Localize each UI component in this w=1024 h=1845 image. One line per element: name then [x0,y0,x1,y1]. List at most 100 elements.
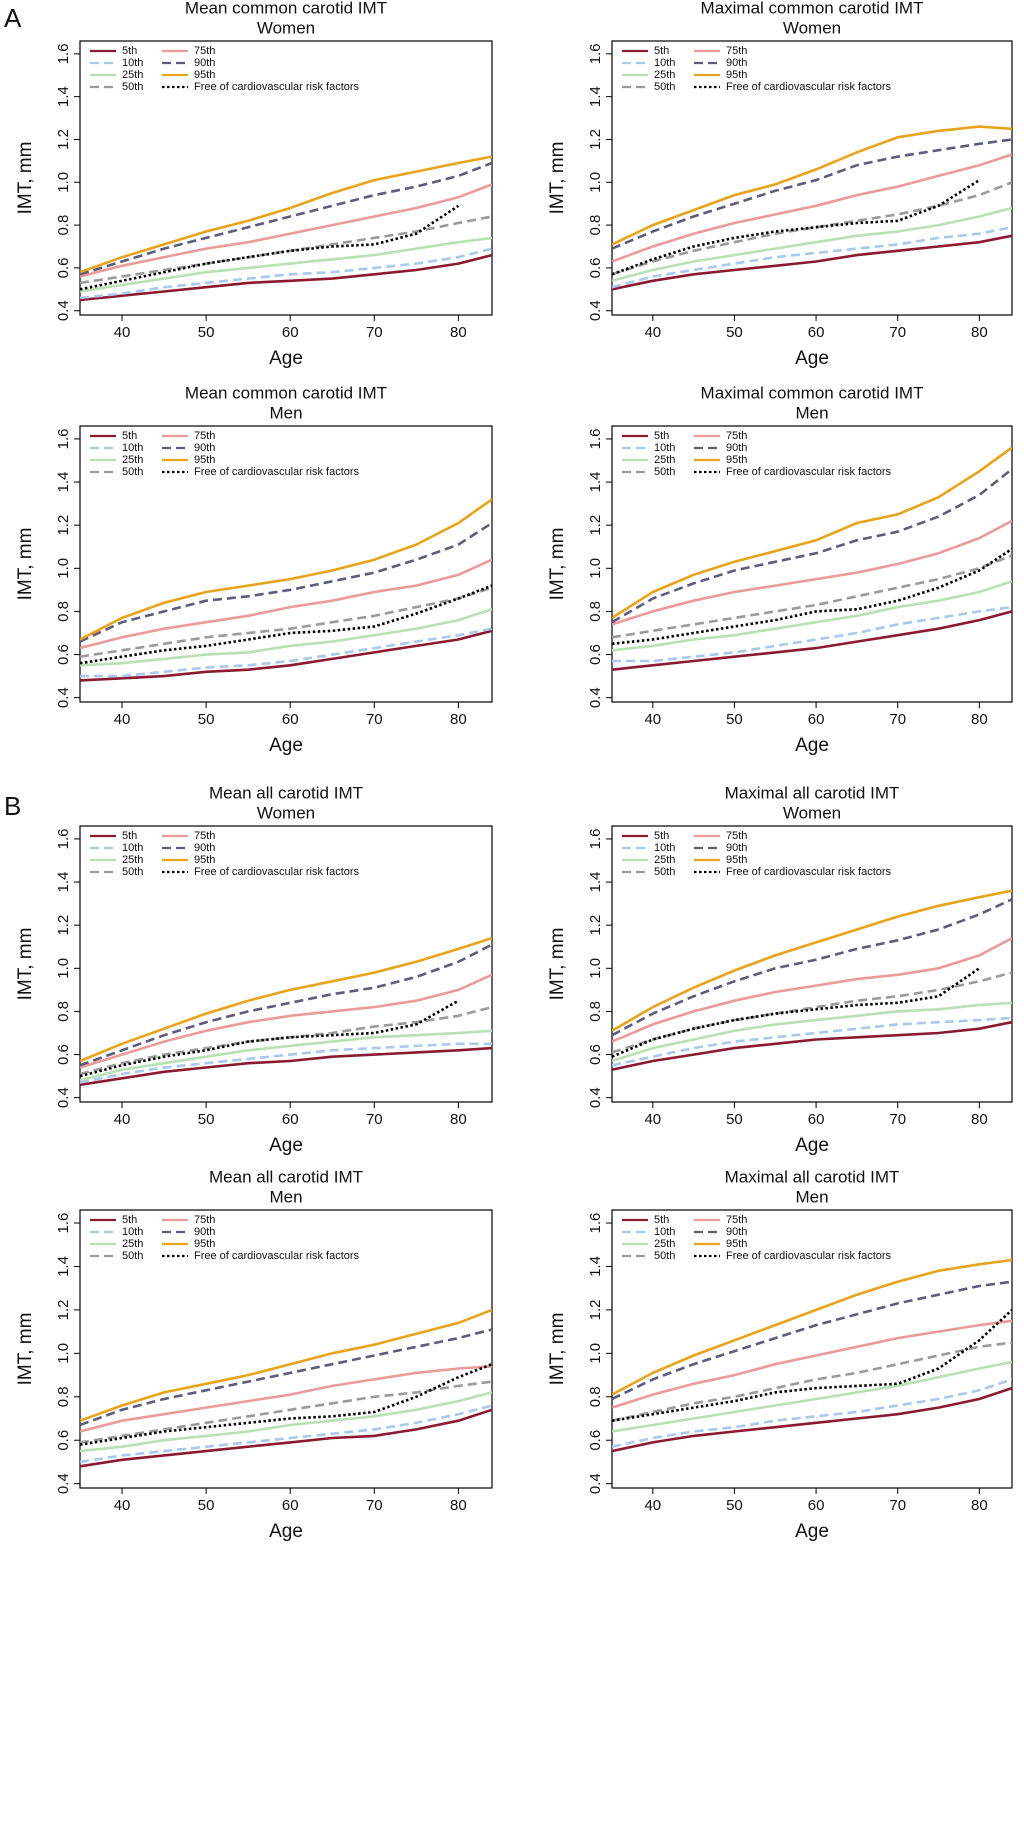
y-tick-label: 1.4 [55,472,72,493]
series-line [612,225,1012,289]
legend-label: 95th [726,854,747,866]
series-line [80,584,492,665]
legend-label: 5th [122,45,137,57]
legend-label: 90th [726,442,747,454]
legend-label: Free of cardiovascular risk factors [726,1250,892,1262]
chart-title: Maximal all carotid IMT [725,783,900,802]
legend-label: Free of cardiovascular risk factors [726,466,892,478]
series-line [612,1280,1012,1401]
legend-label: 25th [122,854,143,866]
y-axis-label: IMT, mm [547,928,568,1001]
x-tick-label: 50 [198,711,215,728]
x-tick-label: 40 [644,1497,661,1514]
x-axis-label: Age [269,735,303,756]
legend-label: 75th [194,830,215,842]
y-tick-label: 0.6 [55,644,72,665]
legend-label: 50th [122,466,143,478]
x-tick-label: 70 [889,1111,906,1128]
x-tick-label: 60 [808,1111,825,1128]
legend-label: 95th [726,1238,747,1250]
y-axis-label: IMT, mm [547,528,568,601]
x-tick-label: 60 [808,324,825,341]
legend-label: 10th [654,57,675,69]
legend-label: 5th [654,430,669,442]
series-line [612,605,1012,663]
series-line [612,967,981,1058]
legend-label: 90th [726,57,747,69]
series-line [612,610,1012,671]
plot-frame [79,425,493,703]
series-line [80,161,492,276]
series-line [80,629,492,682]
series-line [612,1308,1012,1422]
legend-label: 25th [654,454,675,466]
y-tick-label: 0.4 [587,1473,604,1494]
legend-label: 75th [194,45,215,57]
x-axis-label: Age [795,1521,829,1542]
legend-label: 75th [726,1214,747,1226]
legend-label: 5th [654,830,669,842]
x-tick-label: 40 [644,1111,661,1128]
series-line [80,608,492,667]
y-tick-label: 1.0 [55,172,72,193]
legend-label: 90th [726,1226,747,1238]
legend-label: 25th [122,1238,143,1250]
series-line [80,1046,492,1087]
plot-frame [611,40,1013,316]
x-tick-label: 40 [114,1497,131,1514]
y-tick-label: 0.6 [587,644,604,665]
legend-label: 10th [122,57,143,69]
series-line [80,215,492,285]
y-tick-label: 1.2 [55,129,72,150]
x-tick-label: 70 [889,711,906,728]
y-tick-label: 0.8 [55,215,72,236]
legend-label: 5th [122,1214,137,1226]
x-tick-label: 60 [282,1111,299,1128]
x-tick-label: 70 [366,1111,383,1128]
legend-label: 5th [654,45,669,57]
y-axis-label: IMT, mm [15,928,36,1001]
y-tick-label: 1.2 [587,129,604,150]
legend-label: 90th [194,1226,215,1238]
legend-label: Free of cardiovascular risk factors [194,466,360,478]
series-line [80,1308,492,1422]
series-line [612,138,1012,250]
series-line [612,206,1012,283]
x-tick-label: 80 [971,711,988,728]
series-line [80,1362,492,1446]
x-tick-label: 40 [644,711,661,728]
legend-label: 50th [654,466,675,478]
y-axis-label: IMT, mm [15,528,36,601]
legend-label: 10th [122,842,143,854]
y-tick-label: 1.0 [55,958,72,979]
series-line [80,973,492,1069]
chart-title: Maximal common carotid IMT [701,0,924,17]
series-line [612,1386,1012,1453]
series-line [80,247,492,300]
y-tick-label: 0.8 [587,601,604,622]
x-tick-label: 80 [450,1111,467,1128]
y-tick-label: 0.4 [55,1473,72,1494]
x-tick-label: 50 [726,1111,743,1128]
legend-label: 95th [194,854,215,866]
panel-label: B [4,791,21,821]
chart-subtitle: Women [257,803,315,822]
y-tick-label: 0.4 [55,300,72,321]
y-tick-label: 0.6 [587,257,604,278]
series-line [80,253,492,302]
legend-label: 50th [122,866,143,878]
legend-label: 25th [122,69,143,81]
series-line [612,1016,1012,1067]
series-line [612,1258,1012,1396]
y-tick-label: 0.6 [55,1044,72,1065]
y-tick-label: 1.4 [587,872,604,893]
legend-label: 50th [122,81,143,93]
x-axis-label: Age [269,1521,303,1542]
y-tick-label: 0.8 [587,215,604,236]
plot-frame [79,1209,493,1489]
x-tick-label: 70 [366,324,383,341]
legend-label: 90th [194,57,215,69]
series-line [612,1001,1012,1063]
chart-title: Mean all carotid IMT [209,1167,363,1186]
chart-title: Mean common carotid IMT [185,383,387,402]
